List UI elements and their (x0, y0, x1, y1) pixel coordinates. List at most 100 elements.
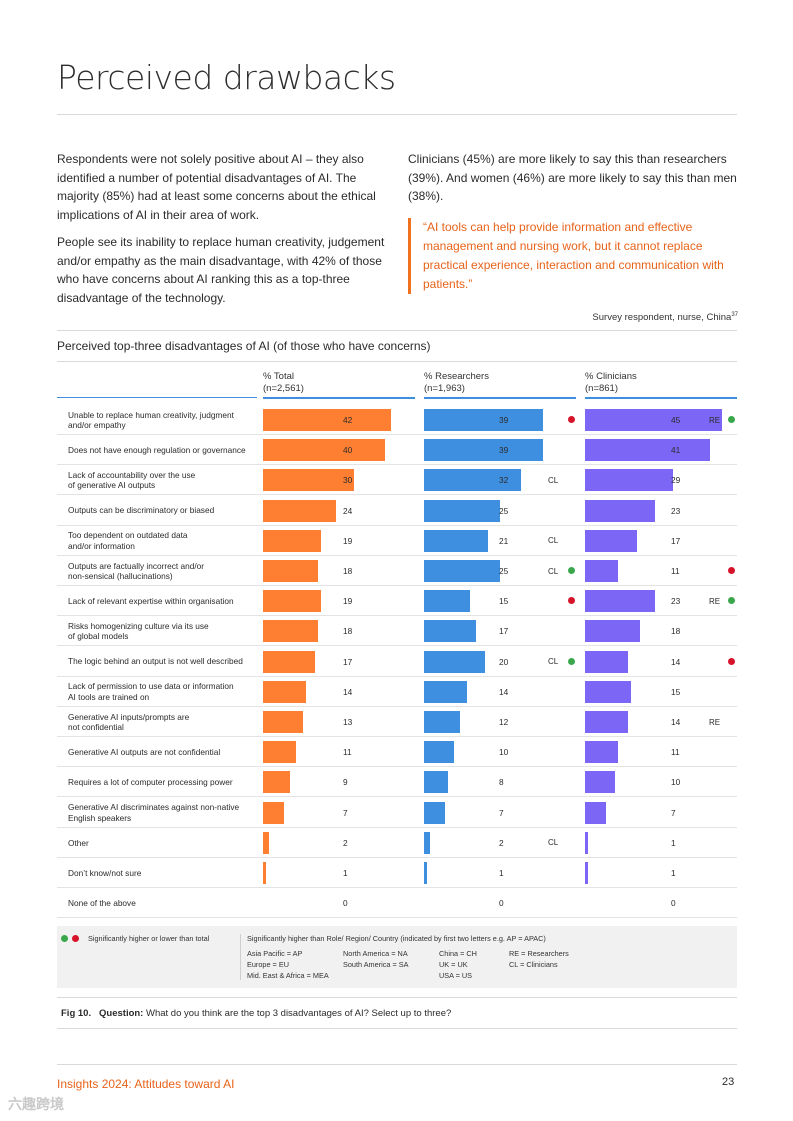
value-label-researchers: 15 (499, 596, 509, 607)
bar-researchers (424, 711, 461, 733)
bar-total (263, 831, 270, 854)
page-number: 23 (722, 1076, 735, 1088)
legend-item: Asia Pacific = AP (247, 949, 303, 958)
value-label-researchers: 2 (499, 837, 504, 848)
value-label-researchers: 12 (499, 717, 509, 727)
value-label-total: 0 (343, 898, 348, 909)
category-label: Other (68, 837, 89, 848)
value-label-total: 42 (343, 415, 353, 425)
category-label: Risks homogenizing culture via its use o… (68, 620, 209, 642)
bar-total (263, 590, 321, 613)
value-label-researchers: 8 (499, 777, 504, 788)
quote-attribution: Survey respondent, nurse, China37 (408, 306, 738, 328)
value-label-clinicians: 0 (671, 898, 676, 909)
bar-clinicians (585, 801, 607, 824)
legend-divider (240, 934, 241, 980)
bar-total (263, 711, 303, 733)
footer-divider (57, 1064, 737, 1065)
value-label-total: 30 (343, 475, 353, 486)
value-label-clinicians: 7 (671, 807, 676, 818)
value-label-clinicians: 1 (671, 868, 676, 878)
chart-row: None of the above 0 0 0 (57, 888, 737, 919)
researcher-significance-dot (568, 597, 575, 605)
value-label-clinicians: 15 (671, 686, 681, 697)
researcher-significance-tag: CL (548, 536, 559, 546)
column-header-clinicians-n: (n=861) (585, 383, 619, 394)
value-label-total: 19 (343, 535, 353, 546)
chart-title: Perceived top-three disadvantages of AI … (57, 339, 431, 353)
chart-row: Risks homogenizing culture via its use o… (57, 616, 737, 647)
clinician-significance-dot (728, 657, 735, 665)
legend-item: Mid. East & Africa = MEA (247, 971, 329, 980)
bar-total (263, 771, 291, 794)
category-label: Lack of accountability over the use of g… (68, 469, 196, 491)
bar-total (263, 499, 336, 522)
bar-clinicians (585, 499, 655, 522)
legend-item: RE = Researchers (509, 949, 569, 958)
researcher-significance-dot (568, 416, 575, 423)
category-label: Don’t know/not sure (68, 867, 142, 878)
chart-top-divider (57, 330, 737, 331)
value-label-clinicians: 18 (671, 626, 681, 637)
clinician-significance-dot (728, 567, 735, 574)
bar-total (263, 469, 355, 492)
attribution-ref: 37 (731, 311, 738, 318)
value-label-total: 11 (343, 747, 352, 758)
bar-clinicians (585, 831, 589, 854)
intro-right-column: Clinicians (45%) are more likely to say … (408, 150, 738, 327)
value-label-researchers: 10 (499, 747, 509, 758)
bar-clinicians (585, 620, 640, 643)
legend-item: Europe = EU (247, 960, 289, 969)
figure-caption: Fig 10. Question: What do you think are … (61, 1008, 451, 1019)
value-label-total: 13 (343, 717, 353, 727)
clinician-significance-dot (728, 416, 735, 423)
intro-paragraph-3: Clinicians (45%) are more likely to say … (408, 152, 737, 203)
researcher-significance-tag: CL (548, 657, 559, 667)
bar-researchers (424, 439, 543, 462)
bar-total (263, 620, 318, 643)
clinician-significance-tag: RE (709, 717, 721, 727)
bar-clinicians (585, 711, 628, 733)
legend-item: USA = US (439, 971, 473, 980)
category-label: Generative AI discriminates against non-… (68, 802, 240, 823)
value-label-total: 24 (343, 505, 353, 516)
header-underline-label (57, 397, 257, 398)
bar-researchers (424, 741, 455, 764)
column-header-researchers-name: % Researchers (424, 371, 489, 382)
bar-total (263, 862, 267, 884)
legend-col-2: North America = NA South America = SA (343, 948, 409, 970)
category-label: Too dependent on outdated data and/or in… (68, 530, 188, 551)
value-label-clinicians: 29 (671, 475, 681, 486)
bar-researchers (424, 590, 470, 613)
researcher-significance-dot (568, 567, 575, 574)
legend-higher-dot (61, 935, 68, 942)
bar-researchers (424, 801, 446, 824)
chart-row: Don’t know/not sure 1 1 1 (57, 858, 737, 888)
category-label: Outputs are factually incorrect and/or n… (68, 560, 205, 582)
chart-title-divider (57, 361, 737, 362)
bar-researchers (424, 771, 449, 794)
value-label-clinicians: 45 (671, 415, 681, 425)
value-label-total: 18 (343, 626, 353, 637)
header-underline-researchers (424, 397, 576, 399)
legend-item: China = CH (439, 949, 477, 958)
value-label-researchers: 32 (499, 475, 509, 486)
column-header-researchers: % Researchers (n=1,963) (424, 371, 489, 395)
category-label: Outputs can be discriminatory or biased (68, 505, 215, 516)
column-header-total: % Total (n=2,561) (263, 371, 304, 395)
value-label-total: 19 (343, 596, 353, 607)
bar-clinicians (585, 650, 628, 673)
value-label-clinicians: 11 (671, 566, 680, 576)
value-label-researchers: 14 (499, 686, 509, 697)
intro-paragraph-1: Respondents were not solely positive abo… (57, 152, 376, 222)
legend-item: CL = Clinicians (509, 960, 558, 969)
value-label-total: 9 (343, 777, 348, 788)
intro-paragraph-2: People see its inability to replace huma… (57, 235, 385, 305)
bar-clinicians (585, 741, 619, 764)
value-label-researchers: 21 (499, 535, 509, 546)
category-label: Does not have enough regulation or gover… (68, 444, 246, 455)
value-label-clinicians: 11 (671, 747, 680, 758)
bar-total (263, 560, 318, 582)
value-label-clinicians: 1 (671, 837, 676, 848)
chart-row: Outputs are factually incorrect and/or n… (57, 556, 737, 586)
